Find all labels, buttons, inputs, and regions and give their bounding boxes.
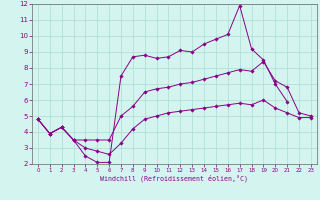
X-axis label: Windchill (Refroidissement éolien,°C): Windchill (Refroidissement éolien,°C) xyxy=(100,175,248,182)
